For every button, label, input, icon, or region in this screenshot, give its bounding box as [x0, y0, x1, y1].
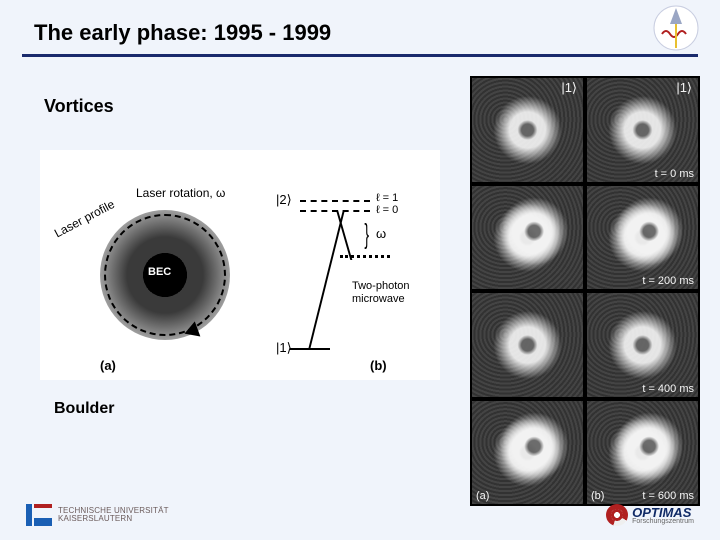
vortex-frame	[472, 293, 583, 397]
vortex-frame: t = 200 ms	[587, 186, 698, 290]
vortex-image-grid: |1⟩ |1⟩ t = 0 ms t = 200 ms t = 400 ms (…	[470, 76, 700, 506]
transition-line	[308, 210, 345, 350]
ket-label: |1⟩	[676, 80, 692, 96]
tu-line2: KAISERSLAUTERN	[58, 515, 169, 523]
level-line	[300, 210, 370, 212]
footer-left-logo: TECHNISCHE UNIVERSITÄT KAISERSLAUTERN	[26, 504, 169, 526]
level-line	[300, 200, 370, 202]
two-photon-label: Two-photon microwave	[352, 280, 409, 305]
vortex-frame: t = 400 ms	[587, 293, 698, 397]
time-label: t = 400 ms	[642, 383, 694, 395]
tu-mark-icon	[26, 504, 52, 526]
footer-right-logo: OPTIMAS Forschungszentrum	[606, 504, 694, 526]
brace-icon: }	[364, 218, 369, 250]
vortices-label: Vortices	[44, 96, 114, 117]
state-2-label: |2⟩	[276, 192, 292, 208]
vortex-frame	[472, 186, 583, 290]
time-label: t = 200 ms	[642, 275, 694, 287]
panel-a-label: (a)	[100, 358, 116, 373]
ket-label: |1⟩	[561, 80, 577, 96]
laser-profile-label: Laser profile	[52, 197, 117, 240]
laser-rotation-label: Laser rotation, ω	[136, 186, 225, 200]
slide-title: The early phase: 1995 - 1999	[34, 20, 331, 46]
time-label: t = 600 ms	[642, 490, 694, 502]
corner-label: (a)	[476, 490, 489, 502]
ell-0-label: ℓ = 0	[376, 204, 398, 216]
level-line	[340, 255, 390, 258]
corner-label: (b)	[591, 490, 604, 502]
corner-logo-icon	[652, 4, 700, 52]
omega-label: ω	[376, 226, 386, 241]
optimas-swirl-icon	[606, 504, 628, 526]
vortex-frame: (a)	[472, 401, 583, 505]
level-line	[290, 348, 330, 350]
state-1-label: |1⟩	[276, 340, 292, 356]
panel-b-label: (b)	[370, 358, 387, 373]
boulder-label: Boulder	[54, 400, 114, 418]
vortex-frame: |1⟩	[472, 78, 583, 182]
vortex-frame: |1⟩ t = 0 ms	[587, 78, 698, 182]
slide: The early phase: 1995 - 1999 Vortices BE…	[0, 0, 720, 540]
time-label: t = 0 ms	[655, 168, 694, 180]
optimas-sub: Forschungszentrum	[632, 518, 694, 525]
title-underline	[22, 54, 698, 57]
optimas-text: OPTIMAS Forschungszentrum	[632, 505, 694, 525]
vortex-frame: (b) t = 600 ms	[587, 401, 698, 505]
tu-text: TECHNISCHE UNIVERSITÄT KAISERSLAUTERN	[58, 507, 169, 524]
ell-1-label: ℓ = 1	[376, 192, 398, 204]
bec-label: BEC	[148, 266, 171, 278]
diagram-panel: BEC Laser rotation, ω Laser profile (a) …	[40, 150, 440, 380]
